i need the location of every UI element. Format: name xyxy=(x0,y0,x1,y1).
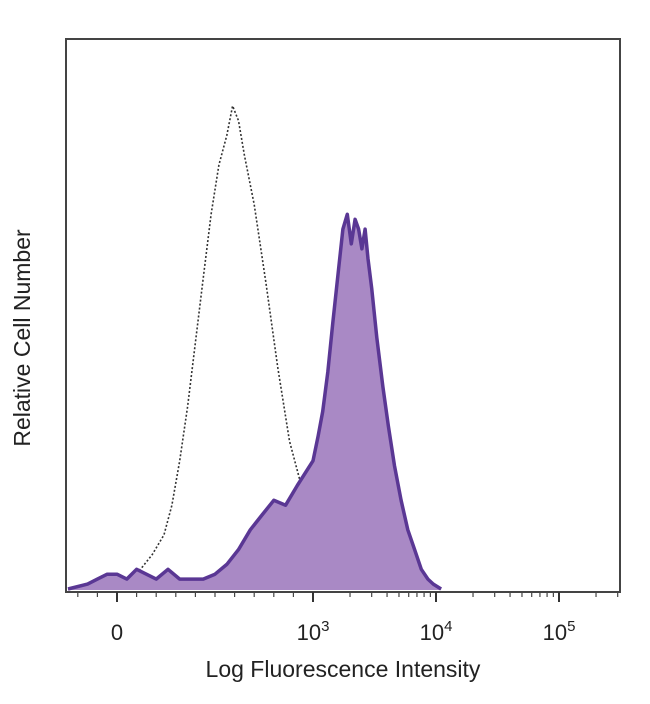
x-tick-label-0: 0 xyxy=(111,620,123,645)
x-tick-label-1: 103 xyxy=(297,618,330,645)
x-tick-label-3: 105 xyxy=(543,618,576,645)
series-layer xyxy=(67,103,443,591)
series-1-dotted-outline xyxy=(87,103,336,590)
series-2-filled xyxy=(67,212,443,591)
x-axis-title: Log Fluorescence Intensity xyxy=(206,656,481,682)
series-2-fill xyxy=(68,214,442,591)
x-axis: 0 103 104 105 xyxy=(77,592,619,645)
y-axis-title: Relative Cell Number xyxy=(9,229,35,447)
x-tick-label-2: 104 xyxy=(420,618,453,645)
